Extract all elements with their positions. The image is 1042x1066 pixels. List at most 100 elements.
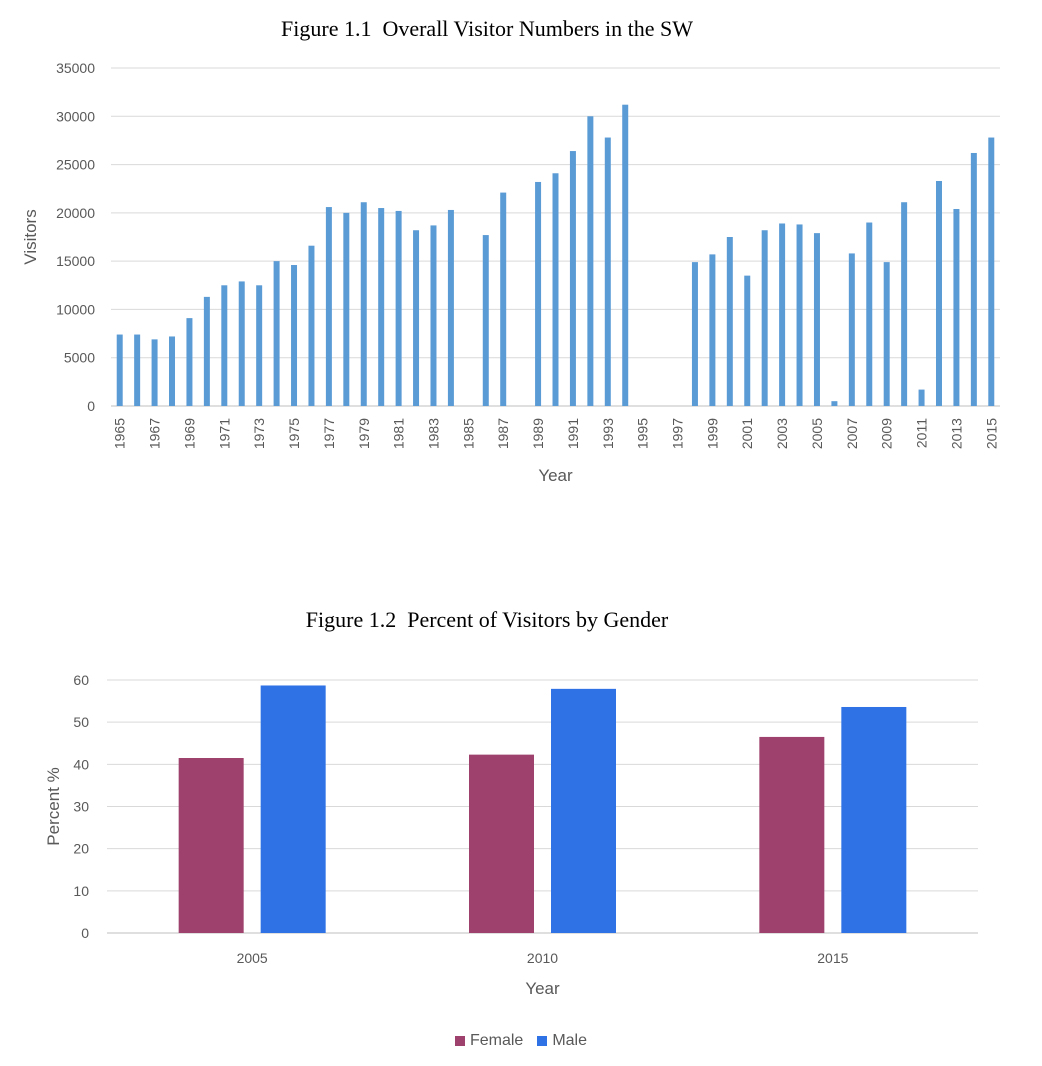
y-tick-label: 40 (73, 756, 89, 772)
x-tick-label: 2005 (237, 950, 268, 966)
x-tick-label: 1991 (565, 418, 581, 449)
y-tick-label: 30 (73, 799, 89, 815)
bar-1993 (604, 137, 611, 406)
x-tick-label: 2011 (914, 418, 930, 448)
figure-1-2-legend: Female Male (0, 1032, 1042, 1050)
x-tick-label: 1997 (670, 418, 686, 449)
y-tick-label: 20 (73, 841, 89, 857)
x-tick-label: 2015 (817, 950, 848, 966)
bar-1979 (360, 202, 367, 406)
bar-1991 (569, 151, 576, 406)
bar-male-2005 (260, 685, 326, 933)
bar-male-2015 (841, 706, 907, 933)
bar-1986 (482, 235, 489, 406)
bar-1983 (430, 225, 437, 406)
bar-1981 (395, 210, 402, 406)
x-tick-label: 2009 (879, 418, 895, 449)
bar-1978 (343, 212, 350, 406)
bar-2003 (779, 223, 786, 406)
bar-2011 (918, 389, 925, 406)
bar-1977 (325, 207, 332, 406)
y-tick-label: 0 (87, 398, 95, 414)
bar-1990 (552, 173, 559, 406)
bar-2009 (883, 262, 890, 406)
y-tick-label: 25000 (56, 157, 95, 173)
bar-2001 (744, 275, 751, 406)
bar-1989 (535, 181, 542, 406)
bar-1968 (169, 336, 176, 406)
bar-1971 (221, 285, 228, 406)
bar-1973 (256, 285, 263, 406)
bar-1969 (186, 318, 193, 406)
bar-1992 (587, 116, 594, 407)
y-axis-title: Visitors (21, 209, 40, 264)
y-tick-label: 35000 (56, 60, 95, 76)
bar-1975 (291, 265, 298, 406)
x-tick-label: 1971 (216, 418, 232, 449)
bar-female-2015 (759, 736, 825, 933)
bar-female-2005 (178, 758, 244, 933)
legend-item-female: Female (454, 1032, 524, 1050)
bar-2006 (831, 401, 838, 406)
bar-2002 (761, 230, 768, 406)
legend-swatch-male (537, 1036, 548, 1046)
x-tick-label: 1977 (321, 418, 337, 449)
bar-female-2010 (469, 754, 534, 933)
bar-2010 (901, 202, 908, 406)
bar-2008 (866, 222, 873, 406)
x-tick-label: 2015 (983, 418, 999, 449)
bar-2013 (953, 208, 960, 406)
bar-2000 (726, 237, 733, 406)
bar-male-2010 (551, 688, 616, 933)
legend-item-male: Male (537, 1032, 587, 1050)
x-tick-label: 2007 (844, 418, 860, 449)
bar-1976 (308, 245, 315, 406)
y-tick-label: 10000 (56, 301, 95, 317)
bar-2012 (935, 180, 942, 406)
bar-1974 (273, 261, 280, 406)
bar-1998 (691, 262, 698, 406)
bar-2007 (848, 253, 855, 406)
bar-1980 (378, 208, 385, 406)
x-tick-label: 1973 (251, 418, 267, 449)
bar-1999 (709, 254, 716, 406)
bar-1970 (203, 296, 210, 406)
bar-2004 (796, 224, 803, 406)
legend-label-male: Male (552, 1032, 588, 1049)
bar-1965 (116, 334, 123, 406)
x-tick-label: 1979 (356, 418, 372, 449)
x-tick-label: 1967 (147, 418, 163, 449)
x-tick-label: 1975 (286, 418, 302, 449)
bar-1994 (622, 104, 629, 406)
y-tick-label: 20000 (56, 205, 95, 221)
x-tick-label: 1999 (704, 418, 720, 449)
x-tick-label: 2010 (527, 950, 558, 966)
bar-2015 (988, 137, 995, 406)
bar-1984 (447, 209, 454, 406)
bar-2014 (970, 152, 977, 406)
y-tick-label: 60 (73, 672, 89, 688)
x-tick-label: 2003 (774, 418, 790, 449)
x-tick-label: 1985 (460, 418, 476, 449)
x-axis-title: Year (525, 979, 560, 998)
bar-1982 (413, 230, 420, 406)
legend-label-female: Female (469, 1032, 524, 1049)
bar-1987 (500, 192, 507, 406)
x-tick-label: 1987 (495, 418, 511, 449)
bar-1967 (151, 339, 158, 406)
x-tick-label: 2013 (948, 418, 964, 449)
y-tick-label: 50 (73, 714, 89, 730)
y-tick-label: 30000 (56, 108, 95, 124)
x-tick-label: 1965 (112, 418, 128, 449)
y-tick-label: 15000 (56, 253, 95, 269)
figure-1-1-chart: 0 5000 10000 15000 20000 25000 30000 35000 1965 1… (21, 60, 1000, 485)
bar-2005 (813, 233, 820, 406)
x-tick-label: 1969 (181, 418, 197, 449)
figure-1-2-title: Figure 1.2 Percent of Visitors by Gender (305, 607, 669, 632)
y-tick-label: 5000 (64, 350, 95, 366)
y-axis-title: Percent % (44, 767, 63, 845)
x-tick-label: 1993 (600, 418, 616, 449)
x-tick-label: 1989 (530, 418, 546, 449)
x-tick-label: 1981 (391, 418, 407, 449)
bar-1972 (238, 281, 245, 406)
